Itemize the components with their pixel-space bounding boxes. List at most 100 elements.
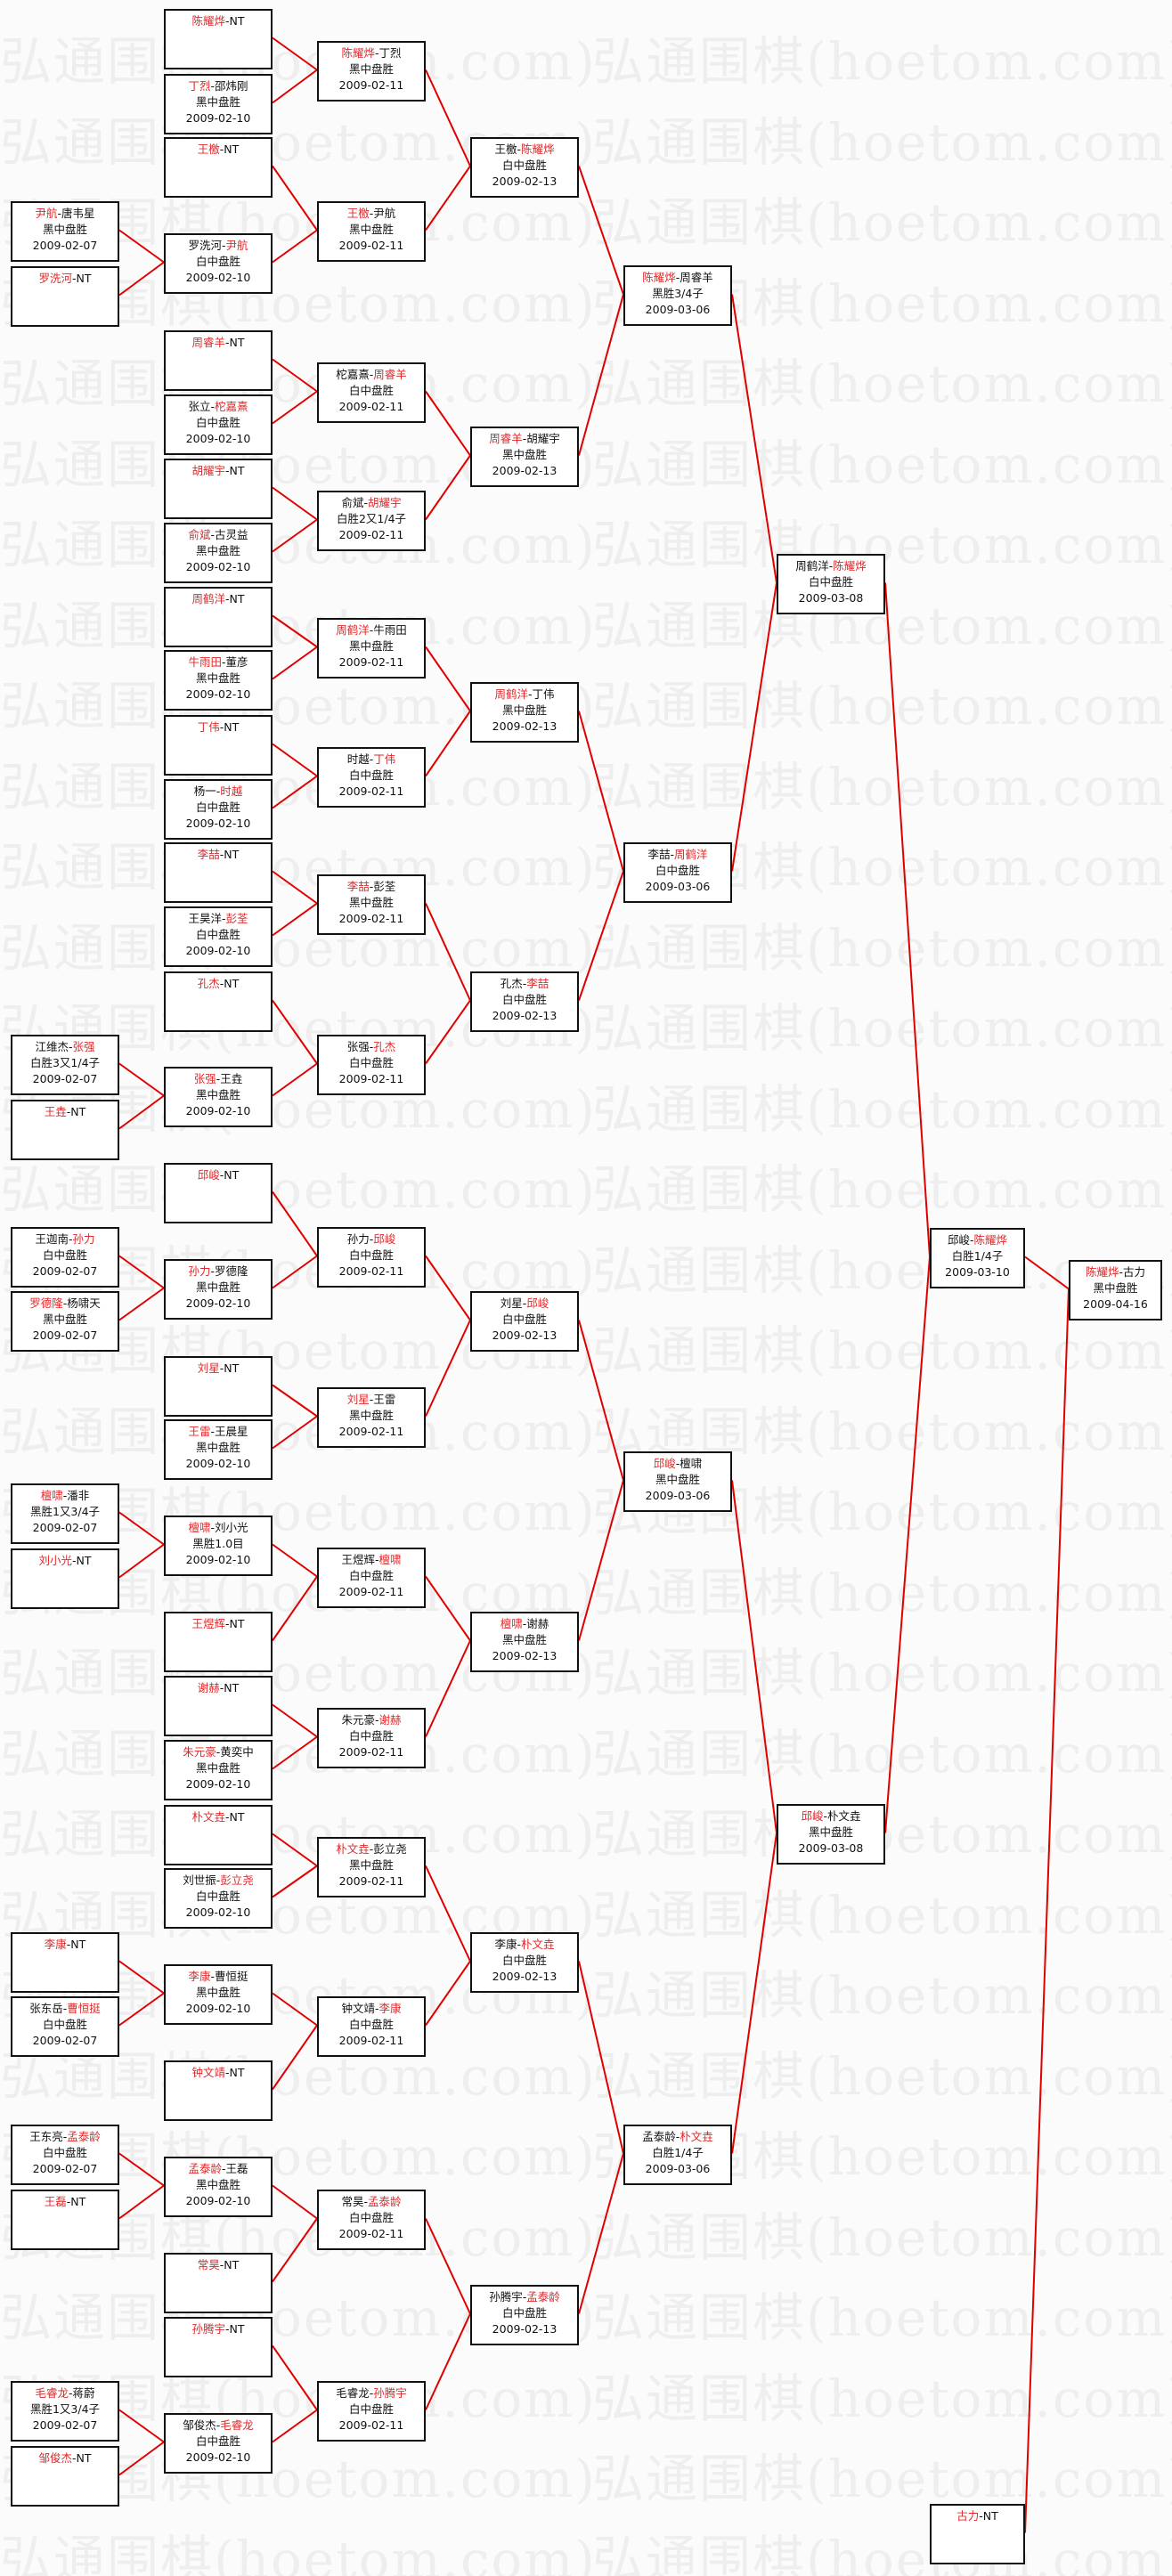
- loser-name: NT: [224, 1168, 240, 1182]
- separator: [63, 2130, 68, 2143]
- match-result: 黑胜1又3/4子: [29, 1505, 101, 1518]
- bracket-connector: [578, 1320, 624, 1481]
- match-players: 陈耀烨 NT: [166, 13, 271, 29]
- bye-box: 孙腾宇 NT: [164, 2317, 273, 2377]
- match-result: 黑中盘胜: [195, 1441, 240, 1454]
- bracket-connector: [731, 294, 777, 583]
- separator: [220, 2258, 224, 2271]
- match-box: 刘星邱峻白中盘胜 2009-02-13: [470, 1291, 579, 1352]
- winner-name: 周鹤洋: [674, 848, 708, 861]
- match-box: 周鹤洋牛雨田黑中盘胜 2009-02-11: [317, 618, 426, 679]
- bracket-connector: [884, 1256, 931, 1833]
- winner-name: 邹俊杰: [38, 2451, 72, 2465]
- winner-name: 邱峻: [373, 1232, 396, 1246]
- match-players: 江维杰张强: [12, 1039, 118, 1055]
- separator: [72, 1554, 77, 1567]
- winner-name: 孟泰龄: [188, 2162, 222, 2175]
- match-result: 白中盘胜: [348, 2402, 394, 2416]
- winner-name: 檀啸: [500, 1617, 523, 1630]
- loser-name: 谢赫: [526, 1617, 549, 1630]
- winner-name: 王垚: [44, 1105, 67, 1118]
- loser-name: 俞斌: [341, 496, 364, 509]
- match-box: 罗德隆杨啸天黑中盘胜 2009-02-07: [11, 1291, 119, 1352]
- winner-name: 朴文垚: [521, 1938, 555, 1951]
- match-box: 王煜辉檀啸白中盘胜 2009-02-11: [317, 1548, 426, 1608]
- match-result: 黑中盘胜: [501, 448, 547, 461]
- winner-name: 邱峻: [526, 1296, 549, 1310]
- loser-name: 时越: [346, 752, 370, 766]
- loser-name: 常昊: [341, 2195, 364, 2208]
- winner-name: 孟泰龄: [368, 2195, 402, 2208]
- match-box: 王迦南孙力白中盘胜 2009-02-07: [11, 1227, 119, 1288]
- loser-name: NT: [224, 977, 240, 990]
- match-players: 钟文靖 NT: [166, 2065, 271, 2081]
- winner-name: 檀啸: [378, 1553, 402, 1566]
- loser-name: 李喆: [647, 848, 671, 861]
- winner-name: 周鹤洋: [191, 592, 225, 605]
- match-players: 罗德隆杨啸天: [12, 1296, 118, 1312]
- match-date: 2009-02-11: [338, 2418, 404, 2432]
- winner-name: 孔杰: [373, 1040, 396, 1053]
- match-players: 王迦南孙力: [12, 1231, 118, 1247]
- bracket-connector: [272, 165, 318, 232]
- separator: [517, 1938, 521, 1951]
- match-players: 李康曹恒挺: [166, 1969, 271, 1985]
- separator: [676, 2130, 680, 2143]
- bracket-connector: [272, 358, 318, 393]
- winner-name: 牛雨田: [188, 655, 222, 669]
- winner-name: 钟文靖: [191, 2066, 225, 2079]
- bracket-connector: [425, 1320, 471, 1417]
- loser-name: 孙腾宇: [489, 2290, 523, 2304]
- match-players: 李康NT: [12, 1937, 118, 1953]
- bye-box: 陈耀烨 NT: [164, 9, 273, 69]
- match-box: 邱峻檀啸黑中盘胜 2009-03-06: [623, 1451, 732, 1512]
- match-box: 张立柁嘉熹白中盘胜 2009-02-10: [164, 394, 273, 455]
- match-date: 2009-02-10: [185, 1777, 251, 1791]
- bracket-connector: [272, 69, 318, 104]
- match-date: 2009-03-06: [645, 303, 711, 316]
- separator: [676, 1457, 680, 1470]
- match-players: 王雷王晨星: [166, 1424, 271, 1440]
- bracket-connector: [272, 614, 318, 648]
- bracket-connector: [425, 1865, 471, 1962]
- match-date: 2009-02-07: [32, 2034, 98, 2047]
- loser-name: 黄奕中: [220, 1745, 254, 1759]
- bracket-connector: [425, 2218, 471, 2314]
- bye-box: 刘星 NT: [164, 1356, 273, 1417]
- winner-name: 陈耀烨: [1085, 1265, 1119, 1279]
- match-date: 2009-02-13: [492, 719, 558, 733]
- match-result: 白中盘胜: [195, 928, 240, 941]
- separator: [523, 977, 527, 990]
- match-date: 2009-02-11: [338, 1072, 404, 1085]
- bracket-connector: [425, 390, 471, 457]
- match-players: 陈耀烨古力: [1070, 1264, 1160, 1280]
- separator: [829, 559, 834, 573]
- match-date: 2009-02-07: [32, 1521, 98, 1534]
- bracket-connector: [272, 2344, 318, 2411]
- separator: [63, 2002, 68, 2015]
- loser-name: NT: [229, 2322, 245, 2336]
- winner-name: 谢赫: [378, 1713, 402, 1727]
- separator: [216, 784, 221, 798]
- separator: [225, 336, 230, 349]
- match-players: 孙力罗德隆: [166, 1264, 271, 1280]
- match-result: 黑中盘胜: [195, 1986, 240, 1999]
- match-date: 2009-02-10: [185, 2450, 251, 2464]
- separator: [210, 400, 215, 413]
- bye-box: 李康NT: [11, 1932, 119, 1993]
- match-result: 黑中盘胜: [195, 544, 240, 557]
- match-box: 俞斌古灵益黑中盘胜 2009-02-10: [164, 523, 273, 583]
- match-box: 李喆周鹤洋白中盘胜 2009-03-06: [623, 842, 732, 903]
- separator: [363, 496, 368, 509]
- bracket-connector: [425, 1255, 471, 1321]
- winner-name: 朴文垚: [191, 1810, 225, 1824]
- bracket-connector: [118, 1287, 165, 1321]
- match-date: 2009-02-07: [32, 1264, 98, 1278]
- bracket-connector: [272, 229, 318, 264]
- match-box: 朱元豪黄奕中黑中盘胜 2009-02-10: [164, 1740, 273, 1800]
- loser-name: NT: [76, 1554, 92, 1567]
- match-date: 2009-02-11: [338, 912, 404, 925]
- bye-box: 丁伟 NT: [164, 715, 273, 776]
- bracket-connector: [425, 1960, 471, 2027]
- match-date: 2009-02-11: [338, 1264, 404, 1278]
